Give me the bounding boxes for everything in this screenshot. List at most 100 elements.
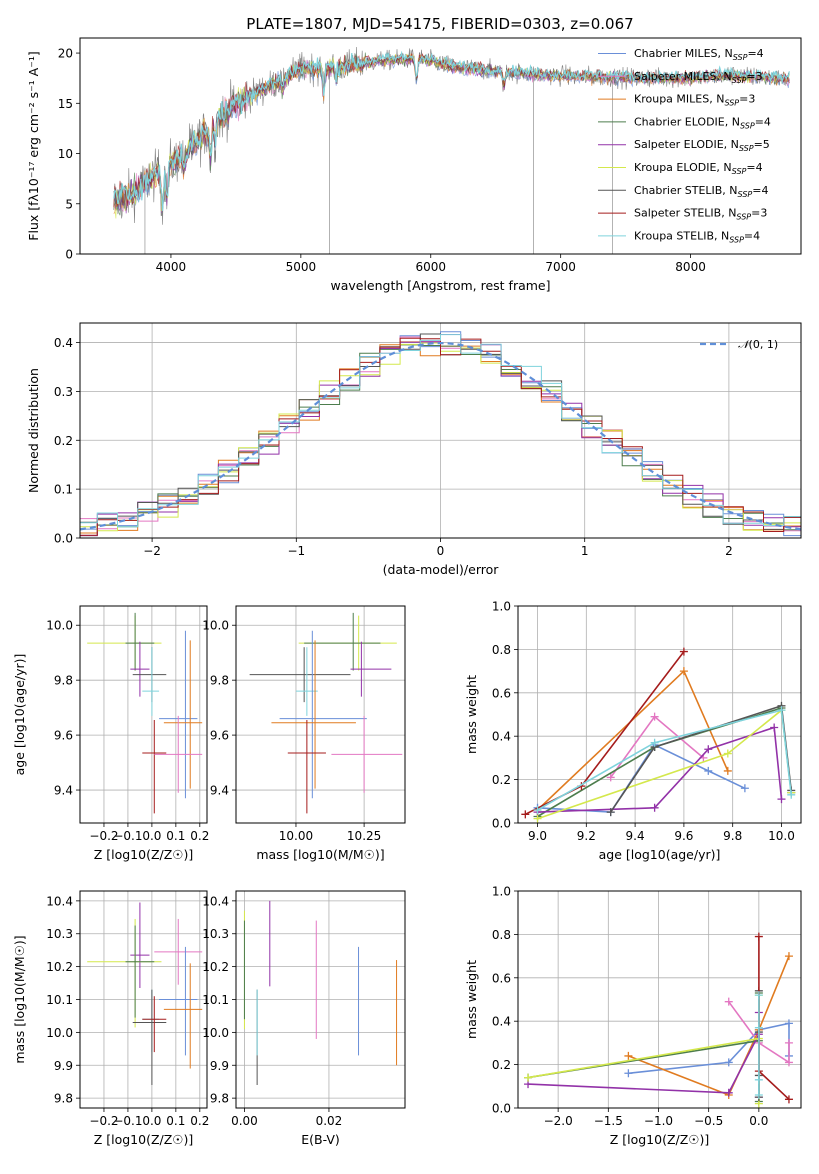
y-tick-label: 0.3 (54, 385, 73, 399)
legend-label-count: =4 (746, 161, 762, 174)
y-tick-label: 10.3 (202, 927, 229, 941)
y-tick-label: 20 (58, 47, 73, 61)
y-tick-label: 0.6 (492, 686, 511, 700)
y-tick-label: 0.0 (492, 817, 511, 831)
x-tick-label: 0.00 (231, 1114, 258, 1128)
axes-frame (517, 890, 802, 1109)
legend-label-text: 𝒩 (738, 338, 752, 351)
x-tick-label: 8000 (675, 260, 706, 274)
y-tick-label: 9.9 (54, 1059, 73, 1073)
legend-label: 𝒩(0, 1) (738, 338, 778, 351)
y-tick-label: 0.4 (54, 336, 73, 350)
y-tick-label: 1.0 (492, 885, 511, 899)
plot-area (113, 46, 790, 254)
x-tick-label: 0.0 (142, 1114, 161, 1128)
legend-label: Chabrier ELODIE, NSSP=4 (634, 115, 771, 130)
x-tick-label: 0.2 (190, 829, 209, 843)
plot-area (524, 932, 793, 1108)
y-tick-label: 5 (65, 197, 73, 211)
normal-reference-curve (80, 341, 801, 531)
x-tick-label: 0.02 (316, 1114, 343, 1128)
weight-point-marker (754, 932, 763, 941)
legend-label-sub: SSP (732, 76, 747, 85)
weight-point-marker (754, 1075, 763, 1084)
weight-point-marker (784, 952, 793, 961)
spectrum-panel: 4000 5000 6000 7000 8000 0 5 10 15 20 wavelength [… (26, 37, 802, 293)
x-tick-label: 9.8 (723, 829, 742, 843)
weight-point-marker (724, 1088, 733, 1097)
x-axis-label: wavelength [Angstrom, rest frame] (330, 278, 550, 293)
legend-label-count: =3 (739, 93, 755, 106)
y-tick-label: 0.8 (492, 928, 511, 942)
weight-series-line (524, 651, 685, 816)
x-tick-label: 9.4 (626, 829, 645, 843)
weight-point-marker (723, 749, 732, 758)
weight-point-marker (606, 773, 615, 782)
legend-label-sub: SSP (732, 167, 747, 176)
axes-frame (79, 37, 802, 255)
legend-label-args: (0, 1) (749, 338, 779, 351)
weight-point-marker (679, 647, 688, 656)
x-tick-label: −2 (143, 544, 161, 558)
residuals-panel: −2 −1 0 1 2 0.0 0.1 0.2 0.3 0.4 (data-model)/error… (26, 322, 802, 577)
legend-label-sub: SSP (729, 235, 744, 244)
y-tick-label: 9.6 (210, 729, 229, 743)
y-tick-label: 9.9 (210, 1059, 229, 1073)
legend-label-count: =3 (751, 207, 767, 220)
weight-point-marker (679, 667, 688, 676)
y-tick-label: 10.0 (202, 1026, 229, 1040)
y-tick-label: 0.2 (492, 1058, 511, 1072)
legend-label: Kroupa MILES, NSSP=3 (634, 93, 755, 108)
x-tick-label: −2.0 (544, 1114, 573, 1128)
spectrum-model-line (113, 50, 790, 211)
weight-series-line (728, 1001, 790, 1064)
axes-frame (235, 605, 406, 824)
y-axis-label: mass weight (464, 960, 479, 1039)
legend-label: Salpeter MILES, NSSP=3 (634, 70, 763, 85)
legend-label-sub: SSP (740, 121, 755, 130)
axes-frame (79, 605, 208, 824)
x-axis-label: Z [log10(Z/Z☉)] (94, 847, 194, 862)
weight-point-marker (650, 712, 659, 721)
weight-point-marker (777, 706, 786, 715)
weight-point-marker (524, 1073, 533, 1082)
legend-label-text: Kroupa ELODIE, N (634, 161, 732, 174)
weight-series-line (537, 709, 792, 811)
histogram-series (80, 334, 801, 528)
legend-label: Salpeter STELIB, NSSP=3 (634, 207, 767, 222)
legend-label: Kroupa STELIB, NSSP=4 (634, 229, 760, 244)
x-tick-label: −1.0 (644, 1114, 673, 1128)
plot-area (87, 902, 203, 1085)
y-tick-label: 0.4 (492, 730, 511, 744)
legend-label-text: Kroupa STELIB, N (634, 229, 729, 242)
y-tick-label: 9.8 (54, 674, 73, 688)
y-tick-label: 10.3 (46, 927, 73, 941)
legend-label-sub: SSP (733, 53, 748, 62)
legend-label-count: =3 (746, 70, 762, 83)
weight-point-marker (784, 1058, 793, 1067)
x-tick-label: −1 (287, 544, 305, 558)
y-tick-label: 0.0 (492, 1102, 511, 1116)
x-tick-label: 0.0 (142, 829, 161, 843)
weight-series-line (610, 704, 792, 813)
legend-label-text: Salpeter STELIB, N (634, 207, 736, 220)
weight-point-marker (533, 805, 542, 814)
x-axis-label: Z [log10(Z/Z☉)] (610, 1132, 710, 1147)
weight-point-marker (606, 808, 615, 817)
weight-point-marker (754, 991, 763, 1000)
weight-point-marker (704, 745, 713, 754)
weight-point-marker (724, 997, 733, 1006)
weight-vs-metallicity-panel: −2.0 −1.5 −1.0 −0.5 0.0 0.0 0.2 0.4 0.6 0.8 1.0 Z [… (464, 885, 802, 1147)
weight-point-marker (533, 814, 542, 823)
x-tick-label: −0.1 (113, 1114, 142, 1128)
y-tick-label: 10.1 (202, 993, 229, 1007)
y-axis-label: Normed distribution (26, 368, 41, 493)
x-tick-label: −0.5 (694, 1114, 723, 1128)
x-tick-label: 10.00 (279, 829, 313, 843)
y-tick-label: 10.0 (46, 619, 73, 633)
y-tick-label: 0.8 (492, 643, 511, 657)
y-tick-label: 10.4 (46, 894, 73, 908)
x-tick-label: 9.2 (577, 829, 596, 843)
